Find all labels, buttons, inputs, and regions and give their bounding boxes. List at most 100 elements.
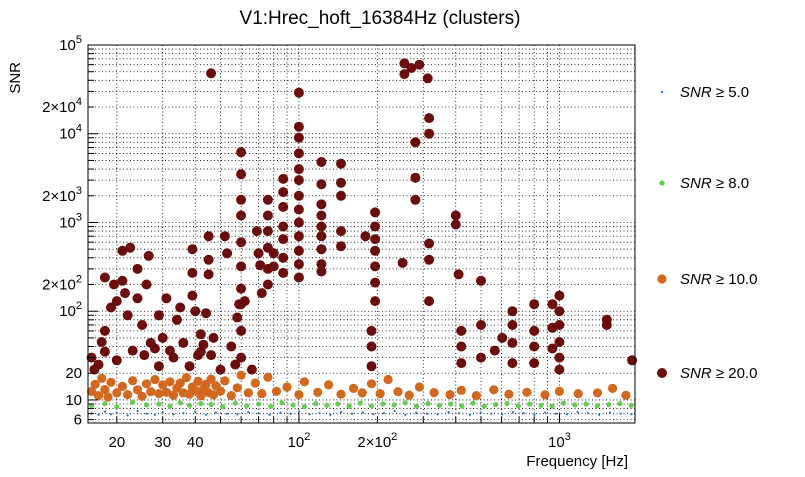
x-axis-label: Frequency [Hz]	[526, 453, 628, 470]
data-point	[554, 306, 565, 317]
data-point	[316, 221, 327, 232]
data-point	[456, 341, 467, 352]
data-point	[215, 386, 226, 396]
data-point	[479, 411, 482, 414]
data-point	[370, 207, 381, 218]
data-point	[481, 403, 487, 409]
data-point	[278, 234, 289, 245]
data-point	[103, 392, 113, 402]
data-point	[522, 387, 532, 397]
data-point	[318, 412, 321, 415]
data-point	[158, 380, 168, 390]
data-point	[141, 379, 152, 389]
data-point	[141, 279, 152, 290]
data-point	[278, 201, 289, 212]
data-point	[507, 320, 518, 330]
x-tick-label: 103	[548, 431, 571, 451]
data-point	[422, 73, 433, 84]
legend-entry: SNR ≥ 10.0	[680, 271, 757, 288]
data-point	[222, 248, 233, 259]
data-point	[236, 169, 247, 180]
data-point	[181, 373, 191, 383]
data-point	[554, 320, 565, 330]
data-point	[204, 413, 208, 416]
data-point	[263, 372, 273, 382]
data-point	[236, 147, 247, 158]
data-point	[109, 279, 119, 290]
data-point	[194, 410, 197, 413]
data-point	[399, 69, 410, 80]
data-point	[497, 332, 508, 343]
data-point	[402, 400, 408, 406]
data-point	[106, 377, 116, 387]
data-point	[290, 402, 296, 408]
data-point	[313, 387, 323, 397]
data-point	[96, 337, 107, 347]
data-point	[324, 380, 334, 390]
data-point	[236, 261, 247, 272]
data-point	[99, 272, 110, 283]
data-point	[404, 413, 407, 416]
data-point	[424, 113, 435, 124]
data-point	[370, 245, 381, 256]
data-point	[201, 308, 211, 319]
data-point	[324, 402, 330, 408]
data-point	[293, 190, 304, 201]
data-point	[232, 312, 243, 323]
chart-title: V1:Hrec_hoft_16384Hz (clusters)	[240, 8, 521, 29]
data-point	[621, 390, 631, 400]
data-point	[370, 296, 381, 307]
data-point	[193, 376, 203, 386]
data-point	[507, 337, 518, 348]
data-point	[137, 391, 147, 401]
data-point	[316, 179, 327, 190]
data-point	[313, 401, 319, 407]
data-point	[257, 412, 260, 415]
data-point	[122, 310, 133, 321]
data-point	[414, 382, 424, 392]
data-point	[493, 401, 499, 408]
data-point	[177, 400, 183, 406]
data-point	[458, 412, 461, 415]
data-point	[293, 204, 304, 215]
y-tick-label: 102	[59, 300, 82, 320]
data-point	[380, 401, 386, 407]
data-point	[282, 382, 292, 392]
data-point	[117, 275, 128, 286]
data-point	[554, 337, 565, 347]
data-point	[198, 401, 204, 407]
data-point	[504, 401, 510, 407]
data-point	[143, 402, 150, 408]
data-point	[146, 387, 156, 397]
legend-marker	[660, 90, 664, 94]
data-point	[382, 412, 385, 415]
data-point	[99, 346, 110, 357]
data-point	[279, 411, 282, 414]
data-point	[112, 388, 122, 398]
data-point	[601, 320, 612, 330]
data-point	[346, 403, 352, 409]
data-point	[608, 383, 618, 393]
data-point	[262, 279, 273, 290]
data-point	[316, 244, 327, 255]
data-point	[316, 210, 327, 221]
data-point	[117, 381, 127, 391]
data-point	[293, 272, 304, 283]
data-point	[370, 277, 381, 288]
data-point	[203, 254, 214, 265]
data-point	[410, 194, 421, 205]
y-tick-label: 10	[65, 392, 82, 409]
data-point	[560, 400, 567, 406]
data-point	[410, 137, 421, 148]
data-points	[86, 58, 638, 417]
data-point	[336, 241, 346, 252]
data-point	[206, 68, 217, 79]
data-point	[220, 404, 226, 410]
data-point	[137, 320, 148, 330]
data-point	[476, 275, 486, 286]
data-point	[161, 411, 164, 414]
data-point	[125, 242, 136, 253]
data-point	[87, 386, 97, 396]
data-point	[244, 403, 250, 409]
